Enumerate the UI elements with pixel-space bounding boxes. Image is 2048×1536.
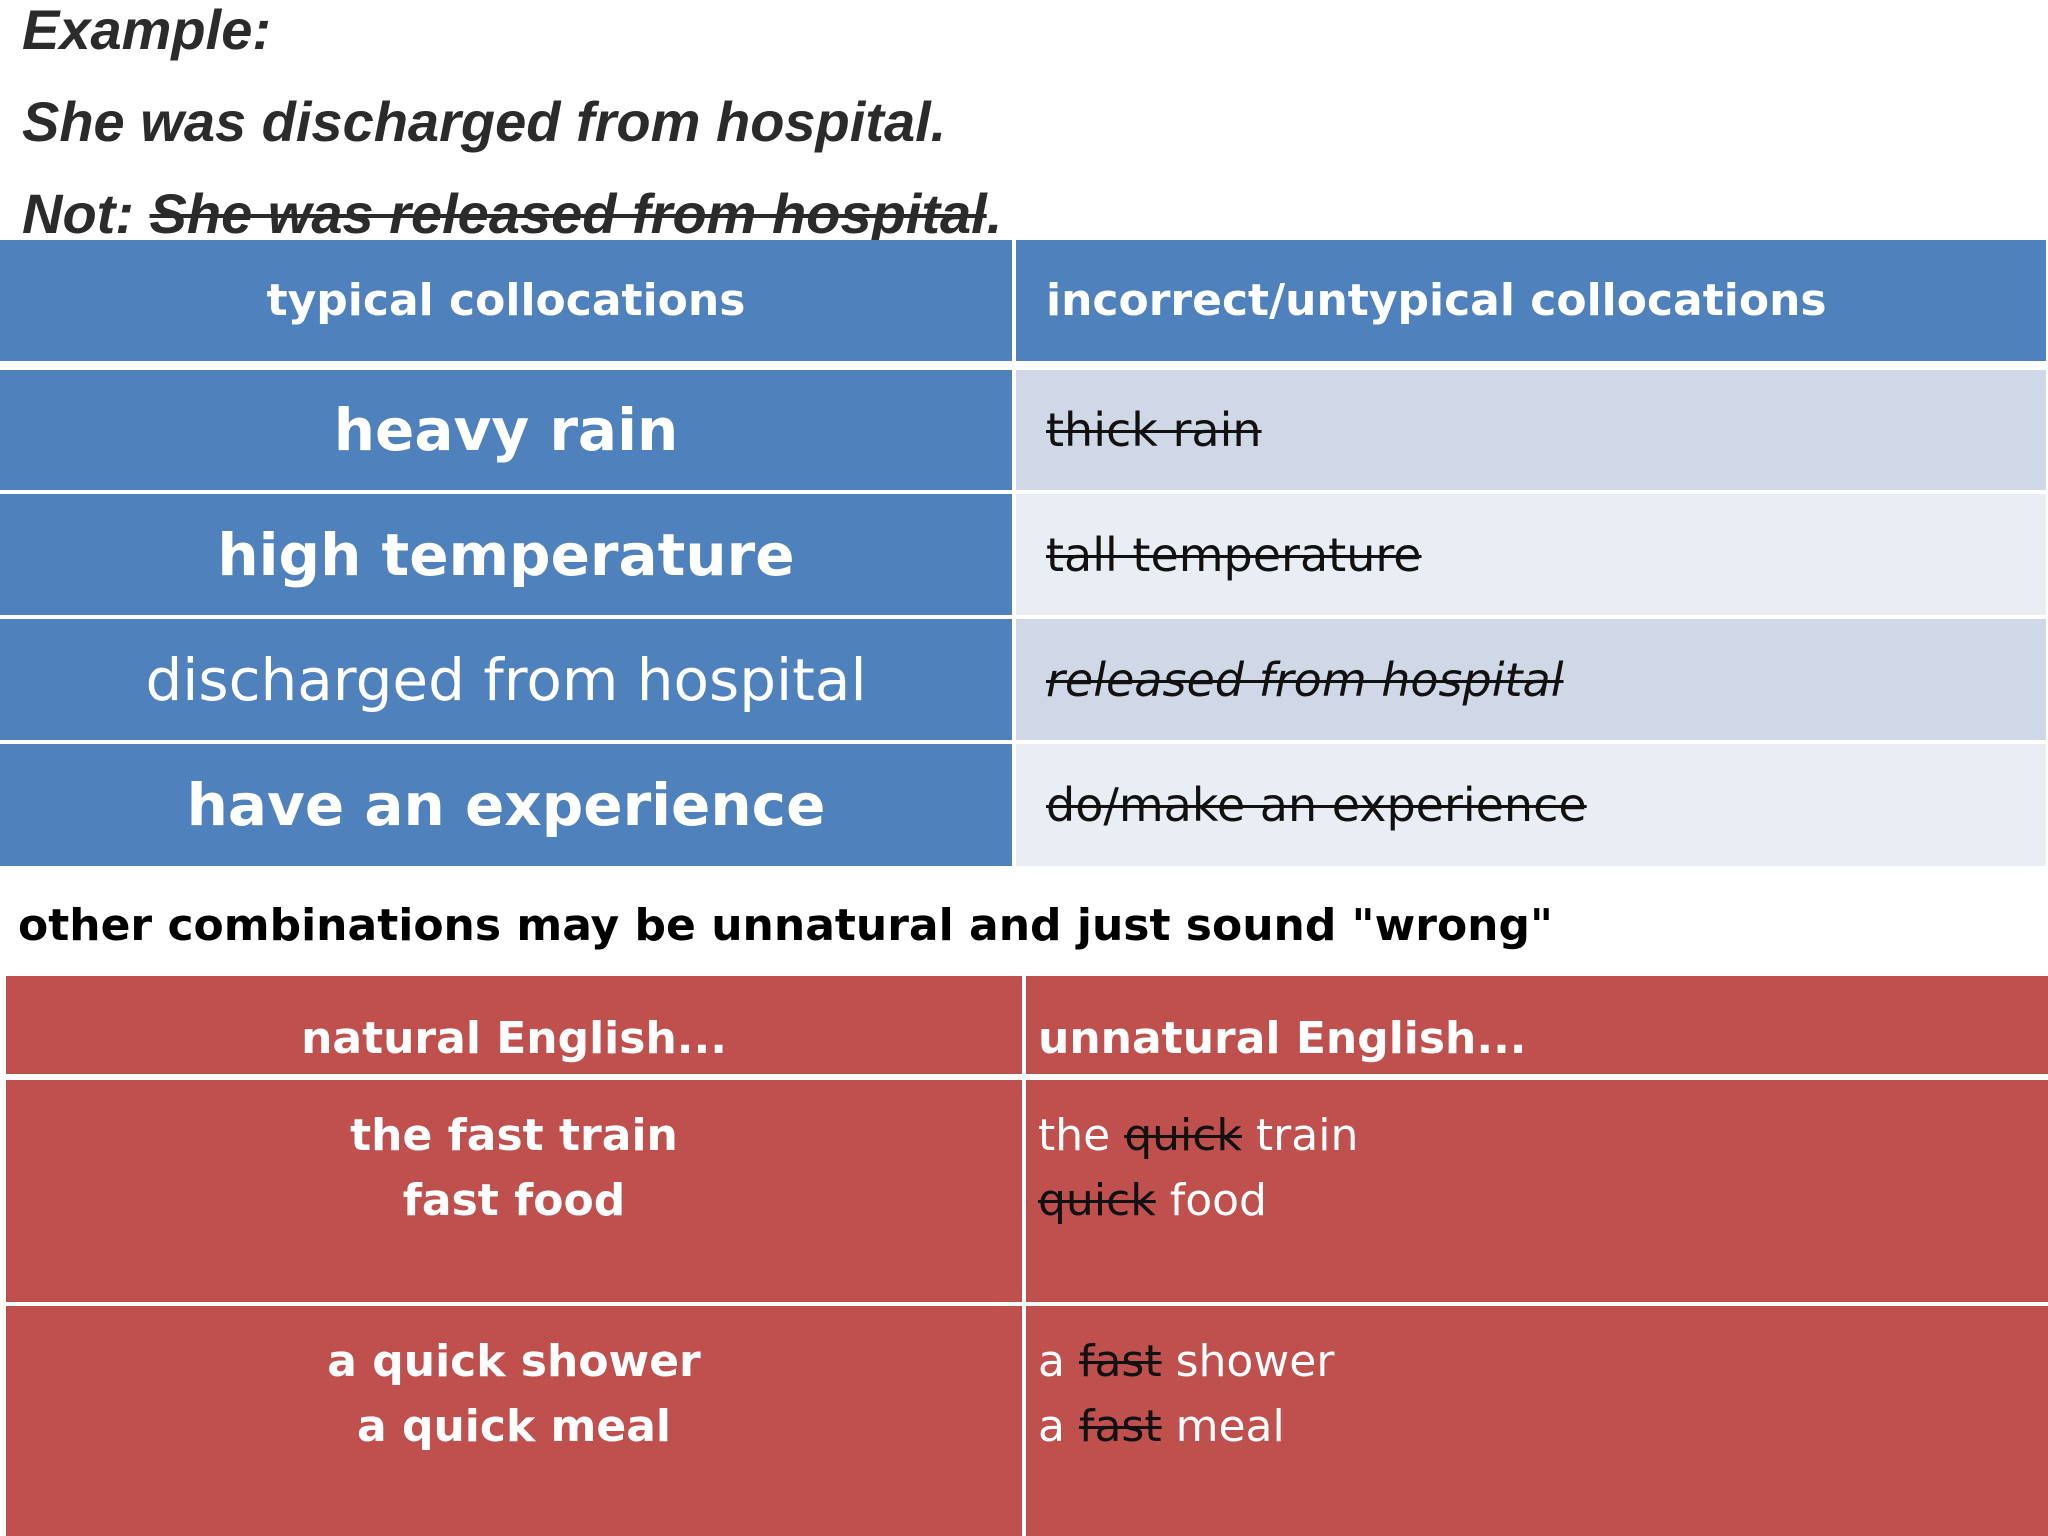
incorrect-cell: released from hospital [1016,619,2046,740]
header-incorrect: incorrect/untypical collocations [1016,240,2046,361]
natural-phrase: a quick meal [356,1401,672,1452]
unnatural-phrase: a fast shower [1038,1336,1335,1387]
unnatural-cell: a fast shower a fast meal [1026,1306,2048,1536]
header-unnatural: unnatural English... [1026,976,2048,1074]
unnatural-phrase: a fast meal [1038,1401,1285,1452]
typical-cell: have an experience [0,744,1012,866]
example-label: Example: [22,0,271,61]
struck-word: fast [1078,1401,1162,1452]
example-sentence: She was discharged from hospital. [22,90,947,153]
unnatural-phrase: quick food [1038,1175,1267,1226]
collocations-table: typical collocations incorrect/untypical… [0,240,2048,866]
incorrect-cell: tall temperature [1016,494,2046,615]
incorrect-text: released from hospital [1046,652,1564,707]
incorrect-cell: do/make an experience [1016,744,2046,866]
incorrect-text: do/make an experience [1046,778,1587,832]
struck-word: fast [1078,1336,1162,1387]
unnatural-cell: the quick train quick food [1026,1080,2048,1302]
incorrect-cell: thick rain [1016,370,2046,490]
struck-word: quick [1038,1175,1156,1226]
natural-cell: a quick shower a quick meal [6,1306,1022,1536]
typical-cell: high temperature [0,494,1012,615]
header-typical: typical collocations [0,240,1012,361]
natural-phrase: fast food [402,1175,626,1226]
example-not-suffix: . [986,182,1003,245]
natural-phrase: the fast train [350,1110,678,1161]
incorrect-text: tall temperature [1046,527,1422,582]
incorrect-text: thick rain [1046,403,1262,457]
example-not-prefix: Not: [22,182,150,245]
natural-cell: the fast train fast food [6,1080,1022,1302]
example-not-line: Not: She was released from hospital. [22,186,1002,242]
struck-word: quick [1124,1110,1242,1161]
example-struck-sentence: She was released from hospital [149,182,987,245]
unnatural-phrase: the quick train [1038,1110,1359,1161]
typical-cell: discharged from hospital [0,619,1012,740]
note-text: other combinations may be unnatural and … [18,900,1553,951]
typical-cell: heavy rain [0,370,1012,490]
natural-phrase: a quick shower [327,1336,701,1387]
natural-english-table: natural English... unnatural English... … [6,976,2048,1536]
header-natural: natural English... [6,976,1022,1074]
